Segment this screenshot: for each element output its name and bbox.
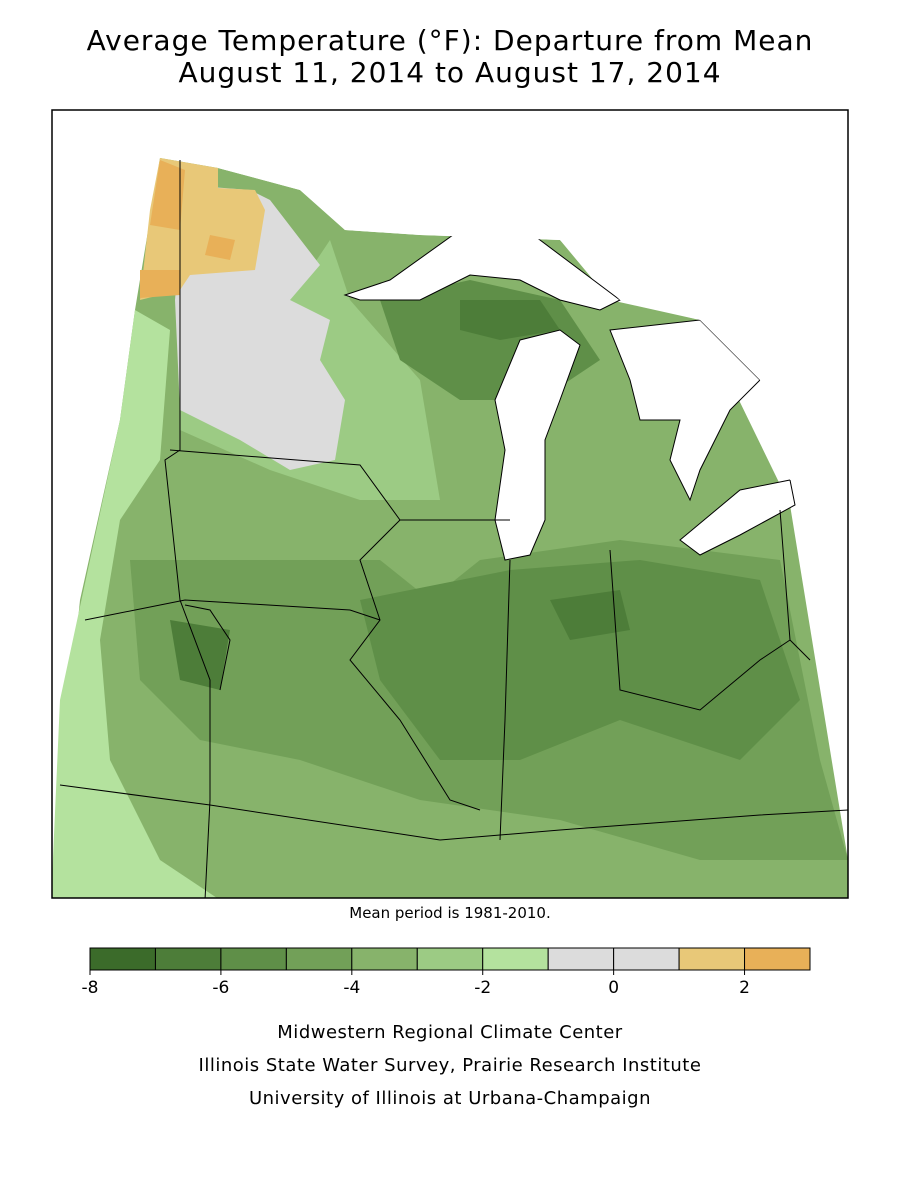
tick-label: -4 [343, 978, 360, 998]
tick-label: 0 [608, 978, 619, 998]
region-darkest [170, 620, 230, 690]
color-box [482, 947, 549, 971]
colorbar: -8 -6 -4 -2 0 2 [82, 947, 811, 998]
map-frame [51, 109, 849, 899]
color-box [154, 947, 222, 971]
subtitle: August 11, 2014 to August 17, 2014 [178, 56, 721, 89]
tick-label: -8 [82, 978, 99, 998]
color-box [351, 947, 418, 971]
tick-label: -2 [474, 978, 491, 998]
region-light [52, 310, 217, 898]
color-box [613, 947, 680, 971]
lake-michigan [494, 329, 581, 561]
map [51, 109, 849, 899]
tick-label: 2 [739, 978, 750, 998]
title: Average Temperature (°F): Departure from… [87, 24, 814, 57]
credit: Illinois State Water Survey, Prairie Res… [199, 1055, 702, 1076]
color-box [547, 947, 615, 971]
color-box [220, 947, 287, 971]
color-box [89, 947, 156, 971]
canada-land [218, 110, 848, 480]
lake-erie [679, 479, 796, 556]
state-borders [59, 160, 848, 898]
region-orange [140, 160, 235, 298]
note: Mean period is 1981-2010. [349, 904, 550, 922]
credit: Midwestern Regional Climate Center [277, 1022, 623, 1043]
credit: University of Illinois at Urbana-Champai… [249, 1088, 651, 1109]
color-box [678, 947, 746, 971]
region-darker [360, 560, 800, 760]
color-box [285, 947, 353, 971]
region-darkest [550, 590, 630, 640]
color-box [416, 947, 484, 971]
color-box [744, 947, 811, 971]
region-darkest [460, 300, 560, 340]
tick-label: -6 [212, 978, 229, 998]
